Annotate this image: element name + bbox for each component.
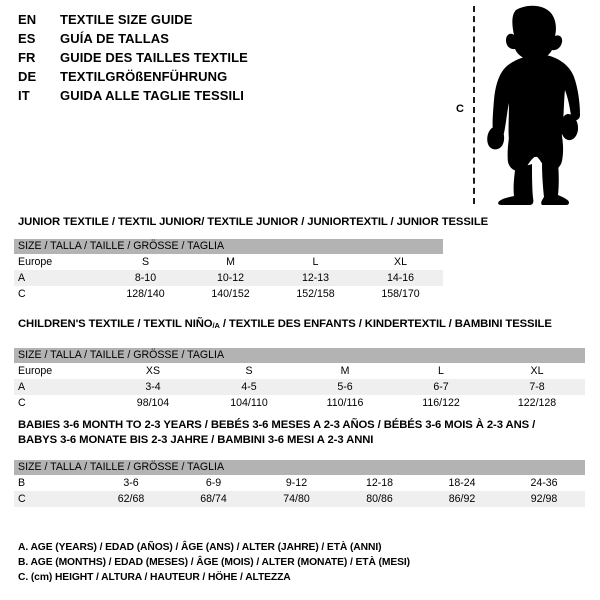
- cell: 18-24: [421, 475, 503, 491]
- table-row: B 3-6 6-9 9-12 12-18 18-24 24-36: [14, 475, 586, 491]
- cell: 24-36: [503, 475, 586, 491]
- table-row: A 3-4 4-5 5-6 6-7 7-8: [14, 379, 586, 395]
- cell: 92/98: [503, 491, 586, 507]
- cell: 12-18: [338, 475, 421, 491]
- language-title-it: GUIDA ALLE TAGLIE TESSILI: [60, 88, 245, 103]
- legend-item-b: B. AGE (MONTHS) / EDAD (MESES) / ÂGE (MO…: [18, 557, 410, 568]
- cell: 9-12: [255, 475, 338, 491]
- row-label: C: [14, 395, 105, 411]
- cell: 158/170: [358, 286, 443, 302]
- language-row-de: DE TEXTILGRÖßENFÜHRUNG: [18, 67, 248, 86]
- table-row: Europe XS S M L XL: [14, 363, 586, 379]
- cell: 5-6: [297, 379, 393, 395]
- table-band-junior: SIZE / TALLA / TAILLE / GRÖSSE / TAGLIA: [14, 239, 443, 254]
- cell: 74/80: [255, 491, 338, 507]
- table-row: C 62/68 68/74 74/80 80/86 86/92 92/98: [14, 491, 586, 507]
- section-heading-babies-line2: BABYS 3-6 MONATE BIS 2-3 JAHRE / BAMBINI…: [18, 434, 374, 446]
- cell: 140/152: [188, 286, 273, 302]
- cell: 116/122: [393, 395, 489, 411]
- language-code-it: IT: [18, 88, 30, 103]
- table-band-label-babies: SIZE / TALLA / TAILLE / GRÖSSE / TAGLIA: [14, 460, 586, 475]
- language-row-fr: FR GUIDE DES TAILLES TEXTILE: [18, 48, 248, 67]
- language-title-es: GUÍA DE TALLAS: [60, 31, 170, 46]
- language-row-it: IT GUIDA ALLE TAGLIE TESSILI: [18, 86, 248, 105]
- cell: 122/128: [489, 395, 586, 411]
- cell: 104/110: [201, 395, 297, 411]
- section-heading-children-pre: CHILDREN'S TEXTILE / TEXTIL NIÑO: [18, 318, 213, 330]
- row-label: B: [14, 475, 90, 491]
- language-row-es: ES GUÍA DE TALLAS: [18, 29, 248, 48]
- cell: XL: [358, 254, 443, 270]
- cell: 68/74: [172, 491, 255, 507]
- row-label: A: [14, 379, 105, 395]
- language-code-es: ES: [18, 31, 36, 46]
- language-title-fr: GUIDE DES TAILLES TEXTILE: [60, 50, 248, 65]
- table-band-label-children: SIZE / TALLA / TAILLE / GRÖSSE / TAGLIA: [14, 348, 586, 363]
- row-label: C: [14, 286, 103, 302]
- language-title-list: EN TEXTILE SIZE GUIDE ES GUÍA DE TALLAS …: [18, 10, 248, 105]
- cell: L: [393, 363, 489, 379]
- cell: 10-12: [188, 270, 273, 286]
- cell: 62/68: [90, 491, 172, 507]
- row-label: Europe: [14, 254, 103, 270]
- legend-item-c: C. (cm) HEIGHT / ALTURA / HAUTEUR / HÖHE…: [18, 572, 291, 583]
- cell: 6-7: [393, 379, 489, 395]
- size-table-babies: SIZE / TALLA / TAILLE / GRÖSSE / TAGLIA …: [14, 460, 586, 507]
- row-label: Europe: [14, 363, 105, 379]
- table-row: Europe S M L XL: [14, 254, 443, 270]
- cell: XL: [489, 363, 586, 379]
- section-heading-babies-line1: BABIES 3-6 MONTH TO 2-3 YEARS / BEBÉS 3-…: [18, 419, 536, 431]
- cell: 80/86: [338, 491, 421, 507]
- cell: 128/140: [103, 286, 188, 302]
- height-measurement-figure: C: [440, 0, 600, 210]
- language-code-fr: FR: [18, 50, 36, 65]
- legend-item-a: A. AGE (YEARS) / EDAD (AÑOS) / ÂGE (ANS)…: [18, 542, 382, 553]
- measurement-legend: A. AGE (YEARS) / EDAD (AÑOS) / ÂGE (ANS)…: [18, 540, 410, 585]
- size-table-children: SIZE / TALLA / TAILLE / GRÖSSE / TAGLIA …: [14, 348, 586, 411]
- row-label: A: [14, 270, 103, 286]
- cell: M: [188, 254, 273, 270]
- size-table-junior: SIZE / TALLA / TAILLE / GRÖSSE / TAGLIA …: [14, 239, 443, 302]
- cell: L: [273, 254, 358, 270]
- cell: 6-9: [172, 475, 255, 491]
- cell: 7-8: [489, 379, 586, 395]
- section-heading-junior: JUNIOR TEXTILE / TEXTIL JUNIOR/ TEXTILE …: [18, 216, 489, 228]
- cell: XS: [105, 363, 201, 379]
- section-heading-children-sub: /A: [212, 321, 220, 330]
- cell: 3-6: [90, 475, 172, 491]
- cell: 4-5: [201, 379, 297, 395]
- cell: 152/158: [273, 286, 358, 302]
- row-label: C: [14, 491, 90, 507]
- cell: 86/92: [421, 491, 503, 507]
- table-row: A 8-10 10-12 12-13 14-16: [14, 270, 443, 286]
- language-row-en: EN TEXTILE SIZE GUIDE: [18, 10, 248, 29]
- cell: 110/116: [297, 395, 393, 411]
- height-measure-label: C: [456, 103, 464, 115]
- cell: 3-4: [105, 379, 201, 395]
- language-code-de: DE: [18, 69, 37, 84]
- cell: S: [103, 254, 188, 270]
- language-code-en: EN: [18, 12, 37, 27]
- cell: S: [201, 363, 297, 379]
- height-dashed-line: [473, 6, 475, 204]
- cell: 14-16: [358, 270, 443, 286]
- table-band-babies: SIZE / TALLA / TAILLE / GRÖSSE / TAGLIA: [14, 460, 586, 475]
- cell: 12-13: [273, 270, 358, 286]
- section-heading-children-post: / TEXTILE DES ENFANTS / KINDERTEXTIL / B…: [219, 318, 552, 330]
- cell: 98/104: [105, 395, 201, 411]
- table-band-children: SIZE / TALLA / TAILLE / GRÖSSE / TAGLIA: [14, 348, 586, 363]
- section-heading-babies: BABIES 3-6 MONTH TO 2-3 YEARS / BEBÉS 3-…: [18, 419, 535, 446]
- language-title-en: TEXTILE SIZE GUIDE: [60, 12, 193, 27]
- cell: 8-10: [103, 270, 188, 286]
- language-title-de: TEXTILGRÖßENFÜHRUNG: [60, 69, 228, 84]
- section-heading-children: CHILDREN'S TEXTILE / TEXTIL NIÑO/A / TEX…: [18, 318, 552, 330]
- cell: M: [297, 363, 393, 379]
- table-row: C 128/140 140/152 152/158 158/170: [14, 286, 443, 302]
- table-band-label-junior: SIZE / TALLA / TAILLE / GRÖSSE / TAGLIA: [14, 239, 443, 254]
- toddler-silhouette-icon: [480, 4, 590, 206]
- table-row: C 98/104 104/110 110/116 116/122 122/128: [14, 395, 586, 411]
